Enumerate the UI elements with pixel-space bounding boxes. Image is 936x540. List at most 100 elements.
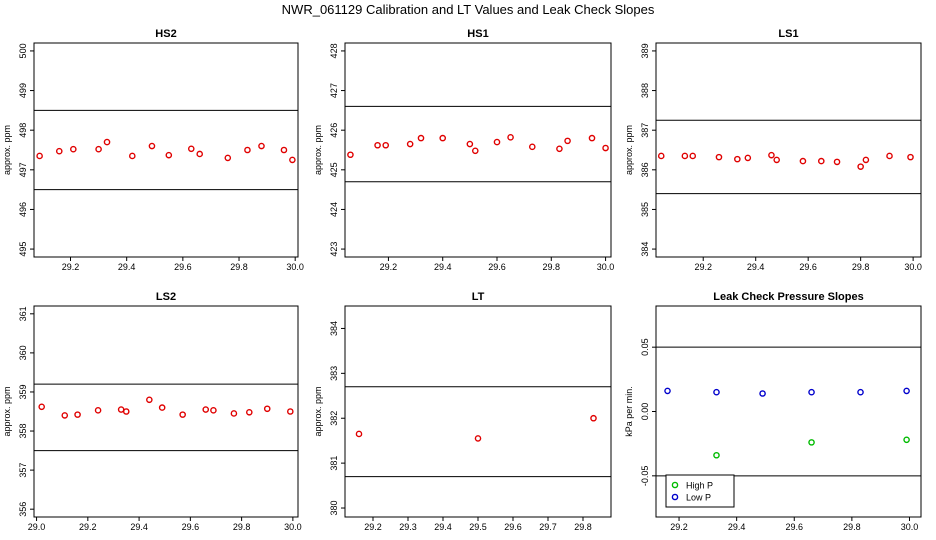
- y-tick-label: 0.00: [640, 403, 650, 421]
- y-axis-label: approx. ppm: [313, 386, 323, 436]
- data-point: [128, 152, 136, 160]
- panel-0: HS2 approx. ppm 29.2 29.4 29.6 29.8 30.0 495 496…: [2, 28, 304, 272]
- x-tick-label: 29.8: [574, 522, 592, 532]
- legend-label: High P: [686, 481, 713, 491]
- x-tick-label: 30.0: [901, 522, 919, 532]
- data-point: [244, 146, 251, 154]
- data-point: [246, 408, 253, 416]
- data-point: [556, 145, 563, 153]
- x-tick-label: 29.5: [469, 522, 487, 532]
- data-point: [280, 146, 288, 154]
- y-tick-label: 384: [640, 242, 650, 257]
- x-tick-label: 29.4: [728, 522, 746, 532]
- data-point: [74, 411, 81, 418]
- main-title: NWR_061129 Calibration and LT Values and…: [281, 2, 655, 17]
- data-point: [564, 137, 571, 145]
- panel-5: Leak Check Pressure Slopes kPa per min. 29…: [624, 291, 922, 532]
- x-tick-label: 29.6: [488, 262, 506, 272]
- data-point: [713, 388, 720, 396]
- x-tick-label: 29.6: [785, 522, 803, 532]
- x-tick-label: 29.0: [28, 522, 46, 532]
- data-point: [263, 405, 271, 413]
- data-point: [857, 388, 864, 396]
- y-tick-label: 384: [329, 321, 339, 336]
- y-tick-label: 498: [18, 123, 28, 138]
- x-tick-label: 30.0: [286, 262, 304, 272]
- y-tick-label: 496: [18, 202, 28, 217]
- x-tick-label: 29.4: [434, 262, 452, 272]
- data-point: [493, 138, 501, 146]
- panel-title: Leak Check Pressure Slopes: [713, 291, 863, 303]
- y-axis-label: approx. ppm: [2, 386, 12, 436]
- legend: High P Low P: [665, 474, 735, 508]
- data-point: [715, 153, 723, 161]
- data-point: [36, 152, 43, 160]
- data-point: [903, 387, 910, 395]
- data-point: [833, 158, 841, 166]
- y-tick-label: 361: [18, 306, 28, 321]
- x-tick-label: 29.3: [399, 522, 417, 532]
- y-tick-label: 388: [640, 83, 650, 98]
- x-tick-label: 29.2: [79, 522, 97, 532]
- y-axis-label: kPa per min.: [624, 386, 634, 437]
- x-tick-label: 29.8: [233, 522, 251, 532]
- y-tick-label: 387: [640, 123, 650, 138]
- plot-frame: [344, 305, 612, 518]
- data-point: [507, 134, 514, 141]
- panel-2: LS1 approx. ppm 29.2 29.4 29.6 29.8 30.0 384 385…: [624, 28, 922, 272]
- panel-3: LS2 approx. ppm 29.0 29.2 29.4 29.6 29.8 30.0 35…: [2, 291, 302, 532]
- data-point: [773, 156, 780, 164]
- y-tick-label: 359: [18, 384, 28, 399]
- data-point: [808, 439, 815, 446]
- panel-4: LT approx. ppm 29.2 29.3 29.4 29.5 29.6 29.7 29.…: [313, 291, 612, 532]
- x-tick-label: 29.4: [747, 262, 765, 272]
- data-point: [148, 142, 156, 150]
- data-point: [95, 145, 102, 153]
- y-tick-label: 357: [18, 463, 28, 478]
- data-point: [38, 403, 45, 411]
- y-tick-label: 423: [329, 242, 339, 257]
- data-point: [664, 387, 671, 395]
- y-axis-label: approx. ppm: [2, 125, 12, 175]
- data-point: [744, 154, 752, 162]
- y-axis-label: approx. ppm: [313, 125, 323, 175]
- data-point: [528, 143, 536, 151]
- y-tick-label: 425: [329, 162, 339, 177]
- data-point: [117, 406, 125, 413]
- y-tick-label: 497: [18, 162, 28, 177]
- data-point: [94, 407, 102, 414]
- x-tick-label: 29.8: [843, 522, 861, 532]
- data-point: [355, 430, 363, 438]
- y-tick-label: 424: [329, 202, 339, 217]
- data-point: [406, 140, 414, 148]
- y-tick-label: 428: [329, 43, 339, 58]
- x-tick-label: 29.8: [543, 262, 561, 272]
- x-tick-label: 29.2: [694, 262, 712, 272]
- data-point: [657, 152, 665, 160]
- y-tick-label: 495: [18, 242, 28, 257]
- data-point: [681, 152, 689, 160]
- legend-label: Low P: [686, 493, 711, 503]
- x-tick-label: 29.2: [380, 262, 398, 272]
- x-tick-label: 29.8: [852, 262, 870, 272]
- data-point: [61, 412, 69, 419]
- x-tick-label: 30.0: [284, 522, 302, 532]
- data-point: [158, 404, 166, 411]
- x-tick-label: 30.0: [597, 262, 615, 272]
- y-tick-label: 385: [640, 202, 650, 217]
- data-point: [799, 157, 807, 165]
- y-tick-label: 360: [18, 345, 28, 360]
- panel-title: HS1: [467, 28, 488, 40]
- data-point: [382, 141, 390, 149]
- data-point: [471, 147, 479, 155]
- data-point: [439, 134, 447, 142]
- x-tick-label: 29.2: [670, 522, 688, 532]
- x-tick-label: 29.6: [504, 522, 522, 532]
- plot-frame: [655, 42, 922, 258]
- data-point: [474, 435, 482, 442]
- data-point: [165, 151, 173, 159]
- data-point: [258, 142, 265, 150]
- data-point: [590, 414, 597, 422]
- y-tick-label: 383: [329, 366, 339, 381]
